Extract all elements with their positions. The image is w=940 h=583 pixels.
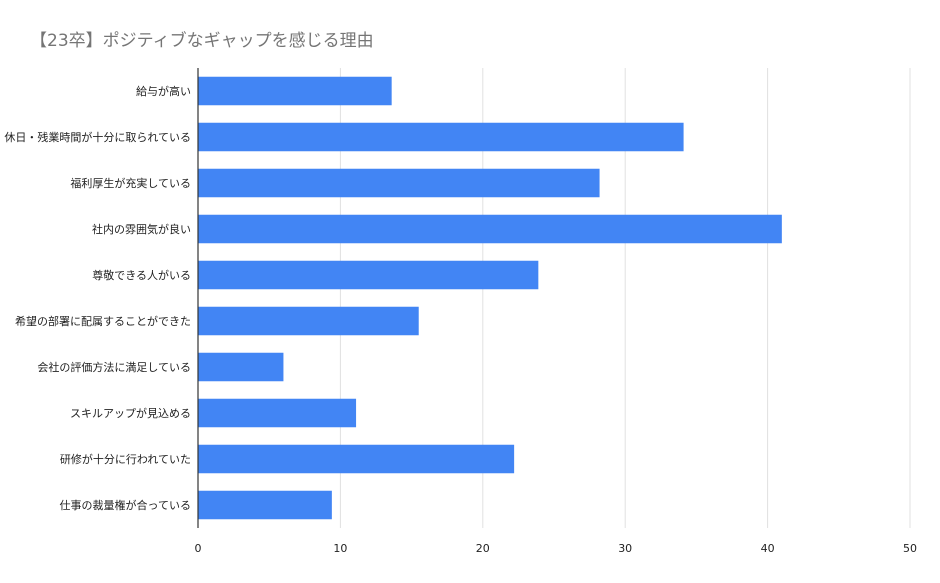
bar (198, 490, 332, 520)
category-labels: 給与が高い休日・残業時間が十分に取られている福利厚生が充実している社内の雰囲気が… (4, 84, 191, 512)
category-label: 給与が高い (136, 84, 191, 98)
bar (198, 122, 684, 152)
x-tick-label: 20 (476, 542, 490, 555)
category-label: スキルアップが見込める (70, 406, 191, 420)
x-tick-labels: 0 10 20 30 40 50 (195, 542, 918, 555)
x-tick-label: 30 (618, 542, 632, 555)
category-label: 研修が十分に行われていた (60, 452, 191, 466)
bar (198, 306, 419, 336)
category-label: 福利厚生が充実している (70, 176, 191, 190)
x-tick-label: 40 (761, 542, 775, 555)
bar (198, 260, 539, 290)
category-label: 仕事の裁量権が合っている (60, 498, 191, 512)
category-label: 社内の雰囲気が良い (92, 222, 191, 236)
category-label: 休日・残業時間が十分に取られている (4, 130, 191, 144)
category-label: 希望の部署に配属することができた (15, 314, 191, 328)
bar (198, 398, 357, 428)
x-tick-label: 10 (333, 542, 347, 555)
bar (198, 352, 284, 382)
bar (198, 214, 782, 244)
bars (198, 76, 782, 520)
x-tick-label: 0 (195, 542, 202, 555)
bar (198, 168, 600, 198)
bar (198, 444, 515, 474)
bar (198, 76, 392, 106)
x-tick-label: 50 (903, 542, 917, 555)
category-label: 尊敬できる人がいる (92, 268, 191, 282)
chart-title: 【23卒】ポジティブなギャップを感じる理由 (30, 31, 374, 51)
category-label: 会社の評価方法に満足している (37, 360, 191, 374)
